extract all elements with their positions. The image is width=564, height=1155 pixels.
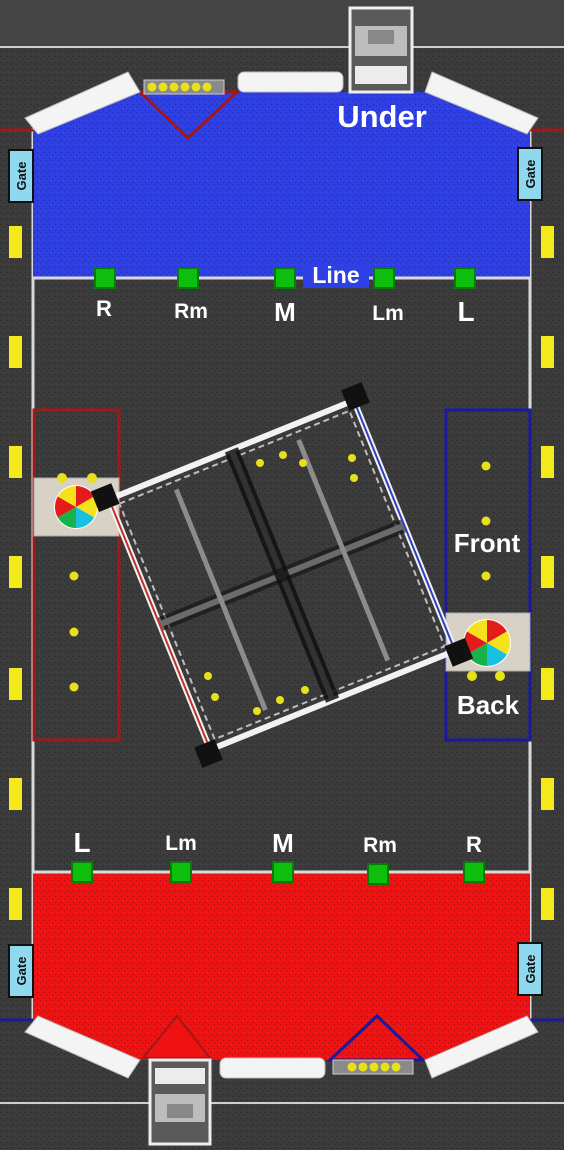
gate-label: Gate	[523, 160, 538, 189]
top-left-wall	[24, 71, 141, 135]
marker-square	[454, 267, 476, 289]
blue-marker-label: R	[96, 296, 112, 321]
gate-bottom-left: Gate	[8, 944, 34, 998]
front-label: Front	[454, 528, 521, 558]
marker-square	[463, 861, 485, 883]
line-label-bg	[303, 264, 369, 288]
right-yellow-markers	[541, 226, 554, 920]
top-center-wall	[237, 71, 344, 93]
bottom-right-wall	[424, 1015, 539, 1079]
color-wheel-icon	[54, 485, 98, 529]
marker-square	[94, 267, 116, 289]
red-marker-label: R	[466, 832, 482, 857]
bottom-center-wall	[219, 1057, 326, 1079]
gate-label: Gate	[523, 955, 538, 984]
ball-icon	[57, 473, 97, 692]
red-zone-texture	[33, 872, 530, 1060]
blue-marker-label: Rm	[174, 300, 208, 323]
gate-top-right: Gate	[517, 147, 543, 201]
center-balls	[204, 451, 358, 715]
line-label: Line	[312, 262, 359, 288]
gate-label: Gate	[14, 957, 29, 986]
blue-marker-label: L	[457, 296, 474, 327]
color-wheel-icon	[463, 619, 511, 667]
marker-square	[373, 267, 395, 289]
gate-bottom-right: Gate	[517, 942, 543, 996]
right-station-outline	[444, 408, 532, 742]
red-marker-label: Lm	[165, 832, 197, 855]
ball-icon	[467, 461, 505, 681]
gate-label: Gate	[14, 162, 29, 191]
back-label: Back	[457, 690, 520, 720]
marker-square	[71, 861, 93, 883]
marker-square	[274, 267, 296, 289]
red-marker-label: L	[73, 827, 90, 858]
bottom-dispenser-icon	[148, 1058, 212, 1146]
blue-zone-markers	[94, 267, 476, 289]
center-structure	[90, 382, 474, 768]
bottom-left-wall	[24, 1015, 141, 1079]
left-station-outline	[32, 408, 121, 742]
marker-square	[367, 863, 389, 885]
under-label: Under	[337, 99, 427, 134]
top-right-wall	[424, 71, 539, 135]
left-yellow-markers	[9, 226, 22, 920]
red-marker-label: Rm	[363, 834, 397, 857]
top-rack-balls	[147, 82, 212, 92]
red-corner-triangle-left	[140, 1014, 213, 1059]
blue-zone-texture	[33, 92, 530, 278]
marker-square	[272, 861, 294, 883]
blue-marker-label: Lm	[372, 302, 404, 325]
marker-square	[170, 861, 192, 883]
red-zone-markers	[71, 861, 485, 885]
marker-square	[177, 267, 199, 289]
bottom-rack-balls	[347, 1062, 401, 1072]
dispenser-icon	[348, 6, 414, 94]
top-edge	[0, 0, 564, 46]
red-marker-label: M	[272, 828, 294, 858]
blue-marker-label: M	[274, 297, 296, 327]
gate-top-left: Gate	[8, 149, 34, 203]
